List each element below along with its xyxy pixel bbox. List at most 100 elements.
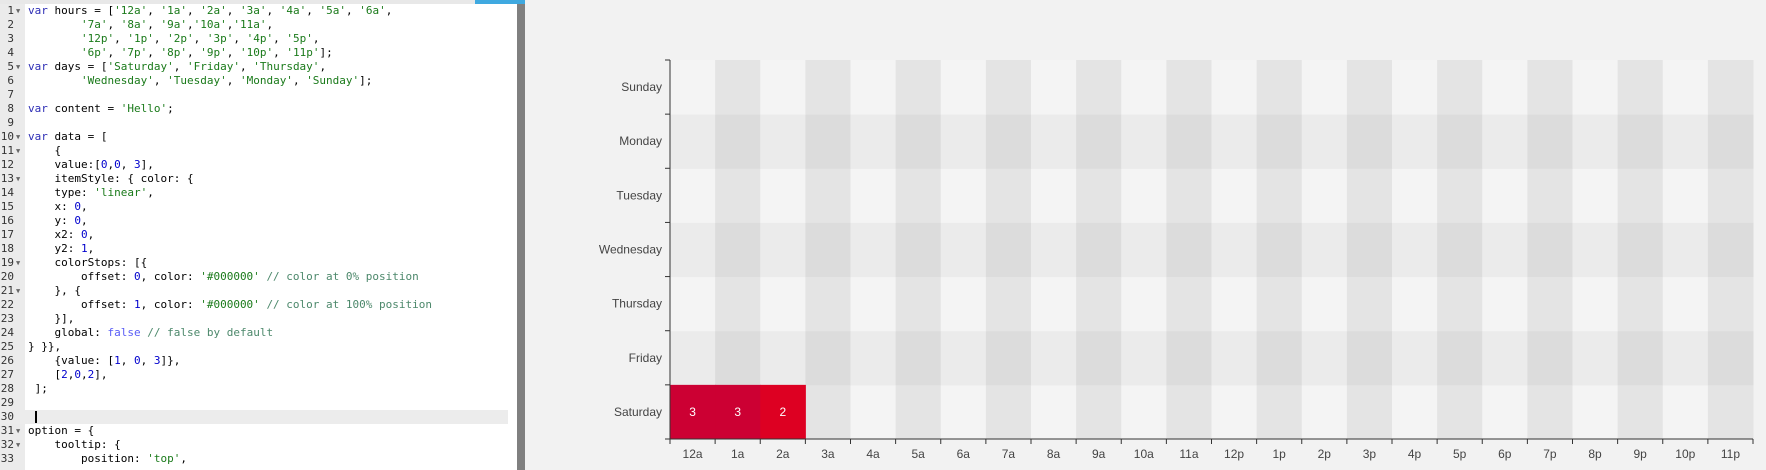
fold-arrow-icon[interactable]: ▼ xyxy=(16,427,21,435)
heatmap-cell-label: 2 xyxy=(779,405,786,419)
code-line[interactable]: 16 y: 0, xyxy=(0,214,517,228)
split-area-cell xyxy=(1346,168,1393,223)
code-line[interactable]: 28 ]; xyxy=(0,382,517,396)
code-line[interactable]: 25} }}, xyxy=(0,340,517,354)
line-number: 32 xyxy=(0,438,14,451)
x-axis-label: 11a xyxy=(1179,447,1198,461)
line-number: 20 xyxy=(0,270,14,283)
split-area-cell xyxy=(1392,330,1438,386)
fold-arrow-icon[interactable]: ▼ xyxy=(16,175,21,183)
code-line[interactable]: 19 ▼ colorStops: [{ xyxy=(0,256,517,270)
line-number: 12 xyxy=(0,158,14,171)
code-line[interactable]: 30 xyxy=(0,410,508,424)
line-number: 23 xyxy=(0,312,14,325)
split-area-cell xyxy=(1707,384,1754,440)
text-cursor xyxy=(35,411,37,423)
line-number: 33 xyxy=(0,452,14,465)
heatmap-cell[interactable] xyxy=(760,384,806,439)
code-text: type: 'linear', xyxy=(28,186,154,199)
split-area-cell xyxy=(1346,114,1393,169)
split-area-cell xyxy=(1662,384,1709,440)
line-number: 5 xyxy=(7,60,14,73)
code-line[interactable]: 5 ▼ var days = ['Saturday', 'Friday', 'Thu… xyxy=(0,60,517,74)
split-area-cell xyxy=(670,114,716,169)
code-line[interactable]: 15 x: 0, xyxy=(0,200,517,214)
split-area-cell xyxy=(1707,168,1754,223)
code-line[interactable]: 20 offset: 0, color: '#000000' // color … xyxy=(0,270,517,284)
code-line[interactable]: 22 offset: 1, color: '#000000' // color … xyxy=(0,298,517,312)
split-area-cell xyxy=(1482,384,1528,440)
x-axis-label: 5a xyxy=(912,447,926,461)
code-line[interactable]: 7 xyxy=(0,88,517,102)
split-area-cell xyxy=(1617,222,1664,278)
code-line[interactable]: 24 global: false // false by default xyxy=(0,326,517,340)
split-area-cell xyxy=(1572,330,1619,386)
code-line[interactable]: 31 ▼ option = { xyxy=(0,424,517,438)
split-area-cell xyxy=(1482,168,1528,223)
split-area-cell xyxy=(1527,60,1573,115)
fold-arrow-icon[interactable]: ▼ xyxy=(16,63,21,71)
split-area-cell xyxy=(1707,276,1754,332)
code-line[interactable]: 8 var content = 'Hello'; xyxy=(0,102,517,116)
code-line[interactable]: 6 'Wednesday', 'Tuesday', 'Monday', 'Sun… xyxy=(0,74,517,88)
code-text: var content = 'Hello'; xyxy=(28,102,174,115)
split-area-cell xyxy=(760,114,806,169)
code-editor[interactable]: 1 ▼ var hours = ['12a', '1a', '2a', '3a', … xyxy=(0,0,517,470)
code-line[interactable]: 29 xyxy=(0,396,517,410)
x-axis-label: 4p xyxy=(1408,447,1422,461)
split-area-cell xyxy=(1301,384,1348,440)
code-text: global: false // false by default xyxy=(28,326,274,339)
code-text: offset: 1, color: '#000000' // color at … xyxy=(28,298,433,311)
code-line[interactable]: 3 '12p', '1p', '2p', '3p', '4p', '5p', xyxy=(0,32,517,46)
heatmap-cell[interactable] xyxy=(715,384,761,439)
code-line[interactable]: 13 ▼ itemStyle: { color: { xyxy=(0,172,517,186)
code-line[interactable]: 26 {value: [1, 0, 3]}, xyxy=(0,354,517,368)
line-number: 31 xyxy=(0,424,14,437)
split-area-cell xyxy=(1392,60,1438,115)
code-line[interactable]: 10 ▼ var data = [ xyxy=(0,130,517,144)
split-area-cell xyxy=(1662,114,1709,169)
code-line[interactable]: 27 [2,0,2], xyxy=(0,368,517,382)
fold-arrow-icon[interactable]: ▼ xyxy=(16,441,21,449)
split-area-cell xyxy=(805,276,851,332)
code-line[interactable]: 9 xyxy=(0,116,517,130)
code-line[interactable]: 17 x2: 0, xyxy=(0,228,517,242)
code-line[interactable]: 32 ▼ tooltip: { xyxy=(0,438,517,452)
fold-arrow-icon[interactable]: ▼ xyxy=(16,147,21,155)
code-line[interactable]: 1 ▼ var hours = ['12a', '1a', '2a', '3a', … xyxy=(0,4,517,18)
split-area-cell xyxy=(1301,168,1348,223)
code-line[interactable]: 21 ▼ }, { xyxy=(0,284,517,298)
code-line[interactable]: 2 '7a', '8a', '9a','10a','11a', xyxy=(0,18,517,32)
y-axis-label: Wednesday xyxy=(599,243,662,257)
code-line[interactable]: 12 value:[0,0, 3], xyxy=(0,158,517,172)
split-area-cell xyxy=(985,276,1032,332)
code-text: '12p', '1p', '2p', '3p', '4p', '5p', xyxy=(80,32,320,45)
code-text: '6p', '7p', '8p', '9p', '10p', '11p']; xyxy=(80,46,333,59)
fold-arrow-icon[interactable]: ▼ xyxy=(16,7,21,15)
run-button-edge[interactable] xyxy=(475,0,525,4)
code-line[interactable]: 4 '6p', '7p', '8p', '9p', '10p', '11p']; xyxy=(0,46,517,60)
code-line[interactable]: 23 }], xyxy=(0,312,517,326)
line-number: 30 xyxy=(0,410,14,423)
split-area-cell xyxy=(1346,276,1393,332)
code-text: } }}, xyxy=(28,340,62,353)
fold-arrow-icon[interactable]: ▼ xyxy=(16,287,21,295)
x-axis-label: 1a xyxy=(731,447,745,461)
x-axis-label: 3a xyxy=(821,447,835,461)
x-axis-label: 7p xyxy=(1543,447,1557,461)
code-text: }, { xyxy=(28,284,81,297)
code-line[interactable]: 33 position: 'top', xyxy=(0,452,517,466)
heatmap-cell[interactable] xyxy=(670,384,716,439)
code-text: var data = [ xyxy=(28,130,108,143)
panel-splitter[interactable] xyxy=(517,4,525,470)
line-number: 14 xyxy=(0,186,14,199)
fold-arrow-icon[interactable]: ▼ xyxy=(16,133,21,141)
code-text: var days = ['Saturday', 'Friday', 'Thurs… xyxy=(28,60,327,73)
code-line[interactable]: 18 y2: 1, xyxy=(0,242,517,256)
code-line[interactable]: 11 ▼ { xyxy=(0,144,517,158)
fold-arrow-icon[interactable]: ▼ xyxy=(16,259,21,267)
split-area-cell xyxy=(1527,330,1573,386)
split-area-cell xyxy=(1437,114,1483,169)
split-area-cell xyxy=(1527,168,1573,223)
code-line[interactable]: 14 type: 'linear', xyxy=(0,186,517,200)
